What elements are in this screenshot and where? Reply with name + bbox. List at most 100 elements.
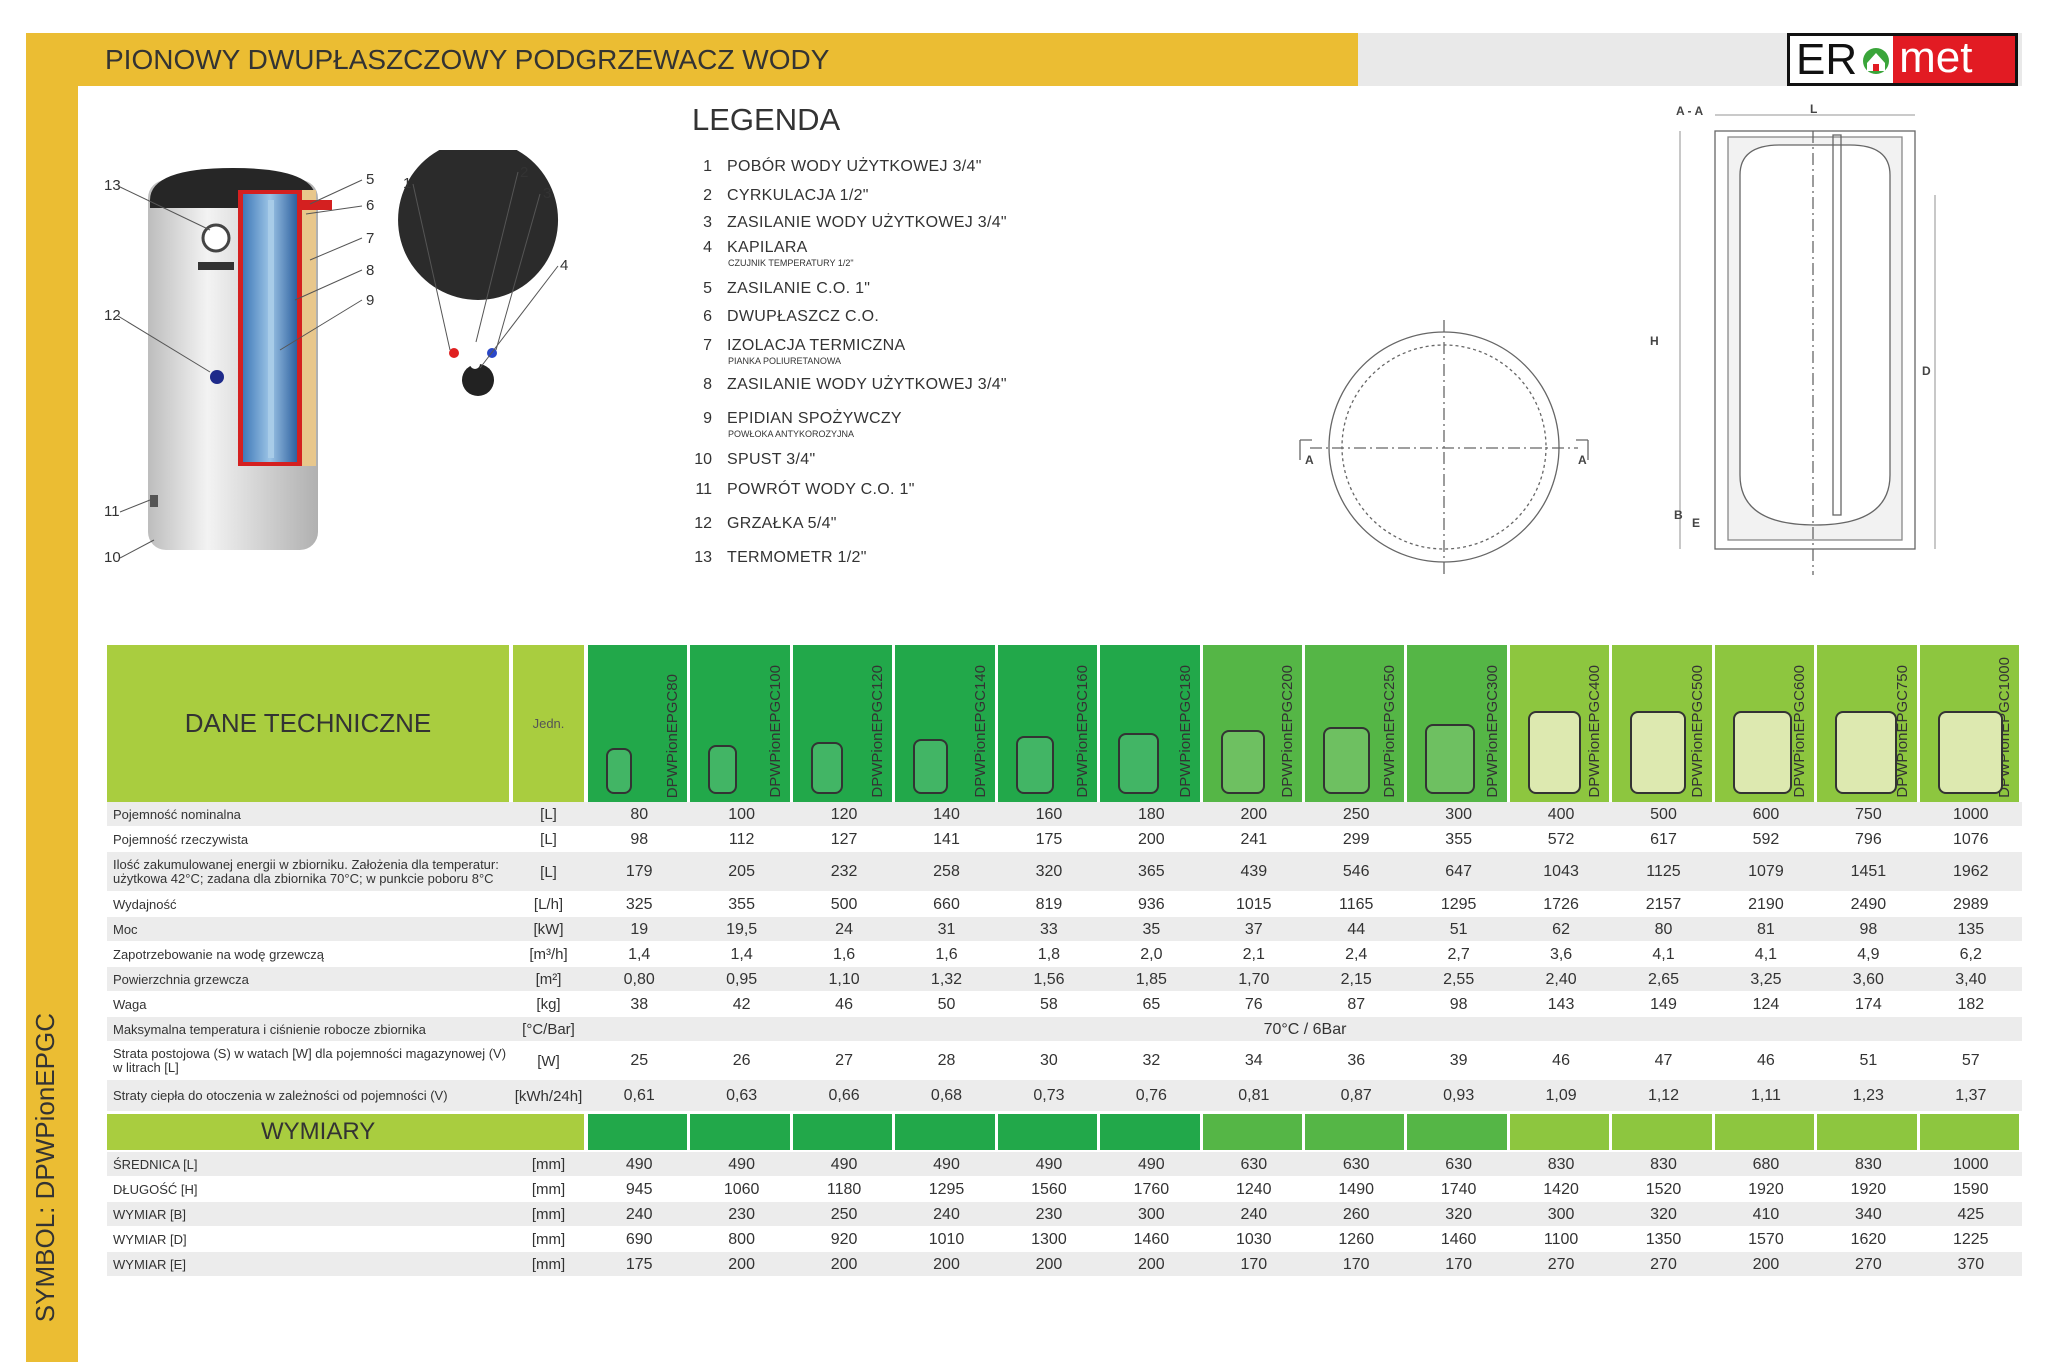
tank-icon xyxy=(1835,711,1898,794)
model-name: DPWPionEPGC500 xyxy=(1688,665,1706,798)
cell-value: 1920 xyxy=(1748,1180,1784,1198)
model-name: DPWPionEPGC300 xyxy=(1483,665,1501,798)
cell-value: 270 xyxy=(1855,1255,1882,1273)
drawing-label: B xyxy=(1674,508,1683,522)
cell-value: 490 xyxy=(1138,1155,1165,1173)
cell-value: 2190 xyxy=(1748,895,1784,913)
section-band xyxy=(1817,1114,1917,1150)
row-bg xyxy=(107,1202,2022,1227)
cell-value: 37 xyxy=(1244,920,1263,938)
cell-value: 1962 xyxy=(1952,863,1989,880)
cell-value: 3,40 xyxy=(1955,970,1987,988)
cell-value: 1300 xyxy=(1031,1230,1067,1248)
cell-value: 260 xyxy=(1342,1205,1370,1223)
cell-value: 27 xyxy=(835,1052,853,1069)
topview-port xyxy=(449,348,459,358)
row-bg xyxy=(107,827,2022,852)
row-label: Powierzchnia grzewcza xyxy=(113,971,249,987)
cell-value: 1560 xyxy=(1031,1180,1067,1198)
callout: 6 xyxy=(366,197,374,214)
legend-number: 10 xyxy=(694,451,712,468)
cell-value: 3,25 xyxy=(1750,970,1782,988)
side-outer xyxy=(1714,130,1916,550)
cell-value: 0,61 xyxy=(623,1087,655,1104)
cell-value: 1100 xyxy=(1543,1230,1579,1248)
cell-value: 112 xyxy=(728,830,755,848)
cell-value: 1,85 xyxy=(1135,970,1167,988)
cell-value: 160 xyxy=(1035,805,1063,823)
cell-value: 3,6 xyxy=(1549,945,1573,963)
callout: 7 xyxy=(366,230,374,247)
legend-note: PIANKA POLIURETANOWA xyxy=(728,356,842,366)
port xyxy=(150,495,158,507)
cell-value: 1000 xyxy=(1952,805,1989,823)
cell-value: 58 xyxy=(1040,995,1058,1013)
drawing-label: A xyxy=(1305,453,1314,467)
cell-value: 100 xyxy=(728,805,755,823)
cell-value: 135 xyxy=(1957,920,1985,938)
drawing-label: A - A xyxy=(1676,104,1703,118)
cell-value: 0,81 xyxy=(1238,1087,1270,1104)
cell-value: 258 xyxy=(933,863,960,880)
section-band xyxy=(588,1114,688,1150)
cell-value: 0,76 xyxy=(1135,1087,1167,1104)
cell-value: 1570 xyxy=(1748,1230,1784,1248)
cell-value: 1620 xyxy=(1850,1230,1887,1248)
cell-value: 241 xyxy=(1240,830,1268,848)
cell-value: 98 xyxy=(1859,920,1878,938)
logo-text: ER xyxy=(1790,36,1860,83)
row-unit: [L] xyxy=(540,831,557,848)
cell-value: 439 xyxy=(1240,863,1268,880)
cell-value: 34 xyxy=(1244,1052,1263,1069)
cell-value: 0,93 xyxy=(1443,1087,1475,1104)
legend-number: 11 xyxy=(695,481,712,498)
cell-value: 1,8 xyxy=(1037,945,1061,963)
cell-value: 1420 xyxy=(1543,1180,1579,1198)
legend-number: 9 xyxy=(703,410,712,427)
callout: 3 xyxy=(543,185,551,202)
cell-value: 1350 xyxy=(1645,1230,1682,1248)
cell-value: 2,15 xyxy=(1340,970,1372,988)
row-unit: [kWh/24h] xyxy=(514,1087,583,1105)
cell-value: 320 xyxy=(1035,863,1063,880)
cell-value: 200 xyxy=(1138,1255,1165,1273)
section-band xyxy=(792,1114,893,1150)
tank-icon xyxy=(1015,736,1054,794)
cell-value: 365 xyxy=(1138,863,1165,880)
cell-value: 920 xyxy=(830,1230,858,1248)
tank-icon xyxy=(708,745,738,794)
cell-value: 4,1 xyxy=(1754,945,1778,963)
cell-value: 35 xyxy=(1142,920,1161,938)
cell-value: 149 xyxy=(1650,995,1677,1013)
pipe xyxy=(268,200,274,458)
model-header: DPWPionEPGC140 xyxy=(895,645,995,802)
section-inner xyxy=(1341,344,1547,550)
legend-label: ZASILANIE WODY UŻYTKOWEJ 3/4" xyxy=(727,214,1007,231)
cell-value: 600 xyxy=(1752,805,1780,823)
cell-value: 647 xyxy=(1445,863,1472,880)
callout: 11 xyxy=(104,503,120,520)
drawing-label: L xyxy=(1810,102,1817,116)
cell-value: 1740 xyxy=(1440,1180,1477,1198)
section-band xyxy=(895,1114,995,1150)
drawing-label: H xyxy=(1650,334,1659,348)
cell-value: 1490 xyxy=(1338,1180,1374,1198)
cell-value: 1,4 xyxy=(730,945,753,963)
cell-value: 425 xyxy=(1957,1205,1985,1223)
row-label: ŚREDNICA [L] xyxy=(113,1156,198,1172)
cell-value: 174 xyxy=(1855,995,1882,1013)
row-label: DŁUGOŚĆ [H] xyxy=(113,1181,198,1197)
cell-value: 270 xyxy=(1547,1255,1575,1273)
legend-label: POBÓR WODY UŻYTKOWEJ 3/4" xyxy=(727,158,982,175)
row-label: Maksymalna temperatura i ciśnienie roboc… xyxy=(113,1021,426,1037)
legend-number: 6 xyxy=(703,308,712,325)
cell-value: 250 xyxy=(1342,805,1370,823)
model-name: DPWPionEPGC200 xyxy=(1279,665,1296,798)
row-bg xyxy=(107,917,2022,942)
row-unit: [kg] xyxy=(536,996,561,1013)
row-unit: [mm] xyxy=(531,1181,566,1198)
cell-value: 175 xyxy=(1035,830,1063,848)
cell-value: 1295 xyxy=(928,1180,965,1198)
row-unit: [L/h] xyxy=(533,896,564,913)
cell-value: 630 xyxy=(1342,1155,1370,1173)
